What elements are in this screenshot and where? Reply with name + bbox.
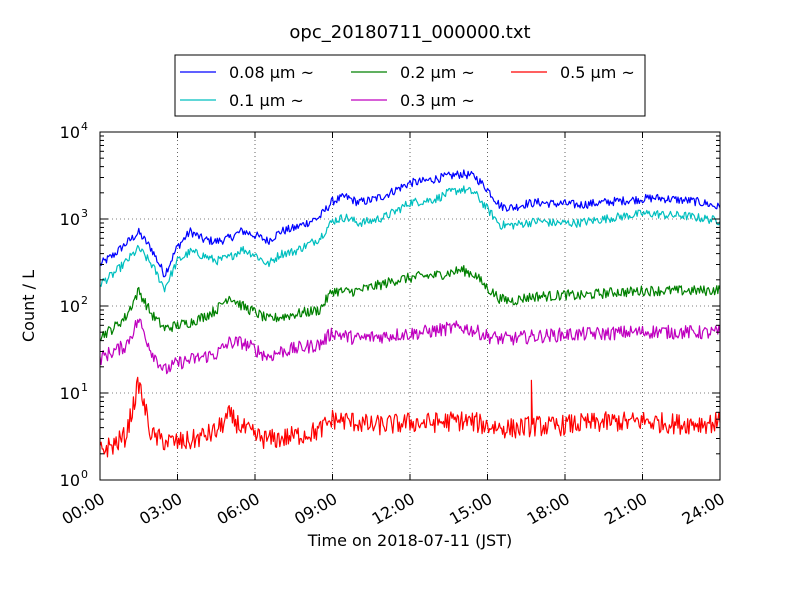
y-tick-label: 10 (60, 297, 80, 316)
ticks (99, 131, 721, 481)
grid (100, 132, 720, 480)
legend-label: 0.5 μm ~ (560, 63, 635, 82)
legend-label: 0.2 μm ~ (400, 63, 475, 82)
legend-label: 0.08 μm ~ (229, 63, 314, 82)
series-line (99, 318, 721, 375)
series-line (99, 169, 721, 278)
y-tick-label: 10 (60, 123, 80, 142)
y-tick-exponent: 1 (81, 381, 88, 394)
x-axis-label: Time on 2018-07-11 (JST) (307, 531, 512, 550)
y-tick-label: 10 (60, 210, 80, 229)
y-tick-exponent: 4 (81, 120, 88, 133)
legend-label: 0.1 μm ~ (229, 91, 304, 110)
y-axis-label: Count / L (19, 270, 38, 342)
series-line (99, 376, 721, 458)
y-tick-exponent: 0 (81, 468, 88, 481)
series-line (99, 185, 721, 293)
y-tick-exponent: 3 (81, 207, 88, 220)
series-layer (99, 169, 721, 458)
legend-items: 0.08 μm ~ 0.1 μm ~ 0.2 μm ~ 0.3 μm ~ 0.5 μm … (180, 63, 635, 110)
legend-label: 0.3 μm ~ (400, 91, 475, 110)
y-tick-exponent: 2 (81, 294, 88, 307)
legend-box (174, 54, 646, 117)
chart-title: opc_20180711_000000.txt (289, 22, 530, 43)
legend: 0.08 μm ~ 0.1 μm ~ 0.2 μm ~ 0.3 μm ~ 0.5 μm … (174, 54, 646, 117)
y-tick-label: 10 (60, 471, 80, 490)
y-tick-label: 10 (60, 384, 80, 403)
series-line (99, 265, 721, 342)
